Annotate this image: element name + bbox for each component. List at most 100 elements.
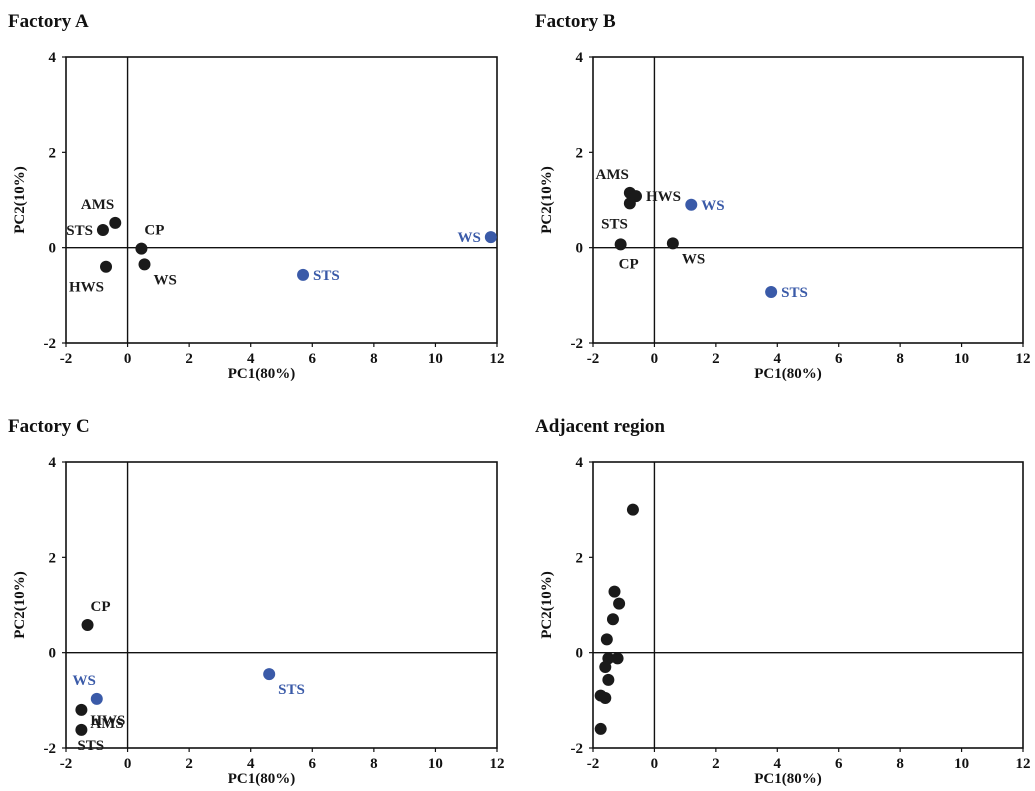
point-label: WS bbox=[457, 230, 480, 246]
x-tick-label: 0 bbox=[124, 756, 132, 772]
plot-frame bbox=[592, 461, 1024, 749]
point-label: HWS bbox=[646, 189, 681, 205]
point-label: WS bbox=[72, 673, 95, 689]
x-tick-label: 4 bbox=[774, 351, 782, 367]
x-tick-label: 8 bbox=[370, 351, 378, 367]
panel-title: Factory C bbox=[8, 416, 90, 437]
x-tick-label: 2 bbox=[712, 351, 720, 367]
x-tick-label: 6 bbox=[309, 351, 317, 367]
data-point bbox=[263, 668, 276, 681]
data-point bbox=[109, 216, 122, 229]
y-tick-label: -2 bbox=[571, 336, 584, 352]
point-label: CP bbox=[144, 223, 164, 239]
x-tick-label: 8 bbox=[370, 756, 378, 772]
y-tick-label: 4 bbox=[49, 455, 57, 471]
y-tick-label: 0 bbox=[49, 241, 57, 257]
point-label: STS bbox=[77, 738, 104, 754]
x-tick-label: 12 bbox=[490, 351, 505, 367]
y-tick-label: -2 bbox=[571, 741, 584, 757]
x-axis-label: PC1(80%) bbox=[228, 366, 296, 382]
y-tick-label: -2 bbox=[44, 336, 57, 352]
x-tick-label: 12 bbox=[1016, 756, 1031, 772]
y-tick-label: 2 bbox=[49, 145, 57, 161]
x-tick-label: 12 bbox=[490, 756, 505, 772]
y-tick-label: -2 bbox=[44, 741, 57, 757]
y-tick-label: 0 bbox=[49, 646, 57, 662]
x-tick-label: 2 bbox=[185, 351, 193, 367]
y-tick-label: 2 bbox=[576, 550, 584, 566]
x-tick-label: -2 bbox=[587, 756, 600, 772]
data-point bbox=[135, 242, 148, 255]
y-tick-label: 4 bbox=[576, 455, 584, 471]
panel-title: Factory A bbox=[8, 11, 89, 32]
point-label: STS bbox=[66, 223, 93, 239]
data-point bbox=[623, 197, 636, 210]
x-tick-label: 10 bbox=[954, 756, 969, 772]
plot-frame bbox=[65, 461, 498, 749]
y-axis-label: PC2(10%) bbox=[12, 571, 28, 639]
x-tick-label: 4 bbox=[247, 756, 255, 772]
x-tick-label: 2 bbox=[712, 756, 720, 772]
y-axis-label: PC2(10%) bbox=[539, 166, 555, 234]
x-tick-label: 10 bbox=[428, 756, 443, 772]
y-tick-label: 2 bbox=[49, 550, 57, 566]
panel-title: Adjacent region bbox=[535, 416, 665, 437]
x-tick-label: 0 bbox=[651, 756, 659, 772]
point-label: CP bbox=[619, 256, 639, 272]
x-tick-label: 0 bbox=[651, 351, 659, 367]
x-tick-label: 6 bbox=[835, 756, 843, 772]
data-point bbox=[594, 722, 607, 735]
point-label: STS bbox=[313, 268, 340, 284]
data-point bbox=[599, 660, 612, 673]
point-label: WS bbox=[682, 251, 705, 267]
x-tick-label: 4 bbox=[247, 351, 255, 367]
point-label: AMS bbox=[90, 716, 123, 732]
data-point bbox=[765, 285, 778, 298]
y-tick-label: 2 bbox=[576, 145, 584, 161]
panel-1: Factory A-2 0 2 4 6 8 10 12-2024PC1(80%)PC2(10%… bbox=[8, 11, 505, 382]
point-label: WS bbox=[701, 198, 724, 214]
x-tick-label: 6 bbox=[835, 351, 843, 367]
point-label: STS bbox=[781, 285, 808, 301]
x-tick-label: 4 bbox=[774, 756, 782, 772]
x-tick-label: -2 bbox=[60, 351, 73, 367]
data-point bbox=[90, 692, 103, 705]
x-tick-label: 10 bbox=[954, 351, 969, 367]
x-tick-label: 2 bbox=[185, 756, 193, 772]
point-label: HWS bbox=[90, 713, 125, 729]
x-tick-label: -2 bbox=[60, 756, 73, 772]
data-point bbox=[75, 723, 88, 736]
point-label: CP bbox=[91, 599, 111, 615]
data-point bbox=[96, 224, 109, 237]
panel-title: Factory B bbox=[535, 11, 616, 32]
y-tick-label: 4 bbox=[576, 50, 584, 66]
x-tick-label: 0 bbox=[124, 351, 132, 367]
point-label: STS bbox=[278, 682, 305, 698]
panel-2: Factory B-2 0 2 4 6 8 10 12-2024PC1(80%)PC2(10%… bbox=[535, 11, 1031, 382]
plot-frame bbox=[65, 56, 498, 344]
x-tick-label: 8 bbox=[896, 756, 904, 772]
x-tick-label: 10 bbox=[428, 351, 443, 367]
data-point bbox=[613, 597, 626, 610]
point-label: AMS bbox=[81, 197, 114, 213]
panel-3: Factory C-2 0 2 4 6 8 10 12-2024PC1(80%)PC2(10%… bbox=[8, 416, 505, 787]
panel-4: Adjacent region-2 0 2 4 6 8 10 12-2024PC1(80%)P… bbox=[535, 416, 1031, 787]
x-axis-label: PC1(80%) bbox=[754, 771, 822, 787]
data-point bbox=[614, 238, 627, 251]
y-tick-label: 4 bbox=[49, 50, 57, 66]
data-point bbox=[602, 673, 615, 686]
data-point bbox=[611, 652, 624, 665]
data-point bbox=[626, 503, 639, 516]
x-axis-label: PC1(80%) bbox=[754, 366, 822, 382]
point-label: HWS bbox=[69, 280, 104, 296]
data-point bbox=[100, 260, 113, 273]
x-tick-label: 6 bbox=[309, 756, 317, 772]
data-point bbox=[608, 585, 621, 598]
data-point bbox=[75, 703, 88, 716]
x-tick-label: -2 bbox=[587, 351, 600, 367]
x-axis-label: PC1(80%) bbox=[228, 771, 296, 787]
data-point bbox=[484, 231, 497, 244]
data-point bbox=[606, 613, 619, 626]
plot-frame bbox=[592, 56, 1024, 344]
